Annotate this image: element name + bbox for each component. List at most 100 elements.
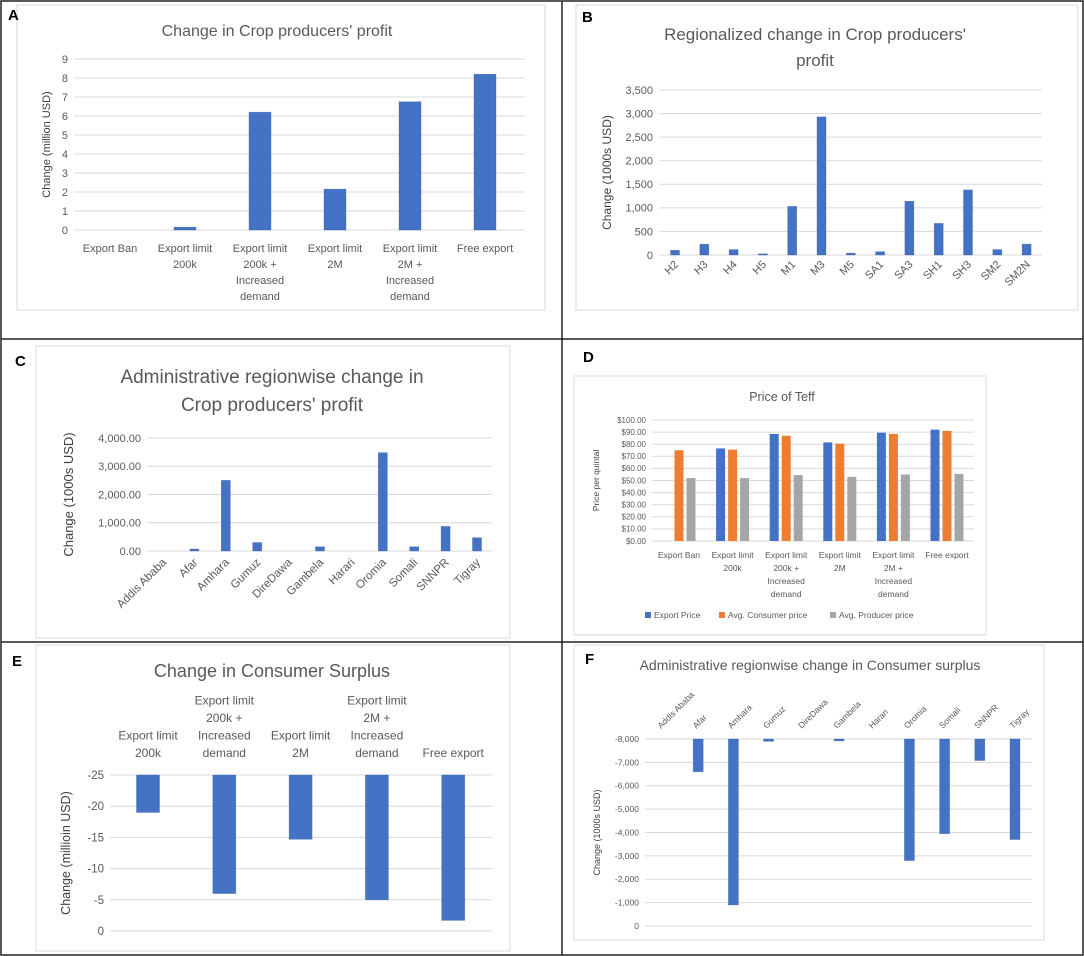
chart-title: Change in Crop producers' profit: [162, 23, 393, 40]
chart-area: [35, 644, 511, 952]
chart-panel-d: D Price of Teff $0.00 $10.00 $20.00 $30.00 $40…: [573, 349, 987, 636]
y-axis-label: Change (millioin USD): [59, 791, 73, 915]
y-tick-label: -7,000: [615, 757, 639, 767]
bar-d-s0-2: [769, 433, 779, 541]
legend-swatch: [830, 612, 836, 618]
y-tick-label: $30.00: [622, 501, 647, 510]
y-tick-label: 1,500: [625, 179, 653, 191]
bar-a-3: [323, 188, 347, 231]
y-axis-label: Change (1000s USD): [61, 432, 76, 556]
x-tick-label: Export limit 2M: [819, 550, 862, 573]
y-tick-label: 2,500: [625, 132, 653, 144]
y-tick-label: $60.00: [622, 464, 647, 473]
bar-b-11: [992, 249, 1003, 256]
bar-b-7: [875, 251, 885, 256]
bar-e-0: [136, 774, 160, 813]
bar-d-s2-2: [793, 475, 803, 541]
bar-b-10: [963, 189, 973, 256]
y-tick-label: -4,000: [615, 827, 639, 837]
y-tick-label: 500: [635, 226, 653, 238]
bar-d-s1-2: [781, 435, 791, 541]
x-tick-label: Export limit 200k: [118, 729, 178, 761]
legend: Export Price Avg. Consumer price Avg. Prod…: [645, 610, 914, 620]
y-tick-label: $20.00: [622, 513, 647, 522]
chart-panel-a: A Change in Crop producers' profit 0 1 2 3 4 5 6…: [8, 4, 546, 311]
chart-title: Administrative regionwise change in Crop …: [120, 367, 423, 416]
y-tick-label: -10: [87, 864, 104, 876]
x-tick-label: Free export: [925, 550, 969, 560]
bar-b-6: [845, 252, 856, 256]
bar-b-9: [933, 223, 944, 256]
bar-c-9: [440, 526, 451, 552]
x-tick-label: Export limit 200k + Increased demand: [233, 243, 287, 303]
bar-c-7: [377, 452, 388, 552]
bar-e-4: [441, 774, 466, 921]
bar-b-8: [904, 200, 915, 256]
bar-d-s1-0: [674, 450, 684, 541]
bar-a-5: [473, 73, 497, 231]
y-tick-label: -2,000: [615, 874, 639, 884]
x-tick-label: Export limit 200k: [712, 550, 755, 573]
legend-swatch: [645, 612, 651, 618]
y-tick-label: 3,500: [625, 85, 653, 97]
y-tick-label: $100.00: [617, 416, 646, 425]
chart-panel-c: C Administrative regionwise change in Crop…: [15, 345, 511, 639]
bar-d-s2-5: [954, 473, 964, 541]
y-tick-label: 2: [62, 187, 68, 199]
x-tick-label: Export limit 200k: [158, 243, 212, 271]
x-tick-label: Export Ban: [658, 550, 700, 560]
y-tick-label: -15: [87, 832, 104, 844]
y-tick-label: -20: [87, 801, 104, 813]
y-tick-label: 5: [62, 130, 68, 142]
bar-f-7: [904, 738, 915, 861]
y-tick-label: -5,000: [615, 804, 639, 814]
bar-b-2: [728, 249, 739, 256]
chart-area: [575, 4, 1079, 311]
legend-label: Avg. Producer price: [839, 610, 914, 620]
y-axis-label: Change (1000s USD): [592, 789, 602, 875]
x-tick-label: Export limit 200k + Increased demand: [195, 694, 255, 761]
bar-e-2: [288, 774, 313, 840]
legend-label: Avg. Consumer price: [728, 610, 807, 620]
chart-title: Administrative regionwise change in Cons…: [640, 657, 981, 673]
y-tick-label: 0: [62, 225, 68, 237]
chart-title: Price of Teff: [749, 390, 815, 404]
chart-area: [573, 375, 987, 636]
bar-d-s2-4: [900, 474, 910, 541]
y-tick-label: 3,000: [625, 108, 653, 120]
bar-d-s0-4: [876, 432, 886, 541]
chart-panel-e: E Change in Consumer Surplus 0 -5 -10 -15 -20 -…: [12, 644, 511, 952]
bar-f-8: [939, 738, 950, 834]
y-axis-label: Price per quintal: [591, 450, 601, 512]
x-tick-label: Export limit 2M + Increased demand: [872, 550, 915, 599]
y-tick-label: $90.00: [622, 428, 647, 437]
bar-d-s2-1: [740, 478, 750, 541]
panel-letter: E: [12, 653, 22, 670]
x-tick-label: Export limit 2M: [271, 729, 331, 761]
y-tick-label: 9: [62, 54, 68, 66]
bar-e-3: [365, 774, 389, 901]
bar-f-9: [974, 738, 986, 761]
y-tick-label: -1,000: [615, 898, 639, 908]
bar-d-s0-1: [716, 448, 726, 541]
bar-f-10: [1009, 738, 1021, 840]
y-tick-label: 6: [62, 111, 68, 123]
y-tick-label: 1,000: [625, 203, 653, 215]
bar-f-3: [763, 738, 774, 742]
y-tick-label: 3: [62, 168, 68, 180]
chart-title: Change in Consumer Surplus: [154, 661, 390, 681]
bar-b-5: [816, 116, 827, 256]
legend-label: Export Price: [654, 610, 701, 620]
y-tick-label: 1,000.00: [98, 518, 141, 530]
legend-swatch: [719, 612, 725, 618]
bar-d-s1-4: [888, 433, 898, 541]
y-tick-label: 8: [62, 73, 68, 85]
x-tick-label: Export Ban: [83, 243, 137, 255]
panel-letter: B: [582, 9, 593, 26]
panel-letter: F: [585, 651, 594, 668]
y-tick-label: -5: [94, 895, 104, 907]
x-tick-label: Free export: [423, 746, 485, 760]
bar-e-1: [212, 774, 237, 894]
